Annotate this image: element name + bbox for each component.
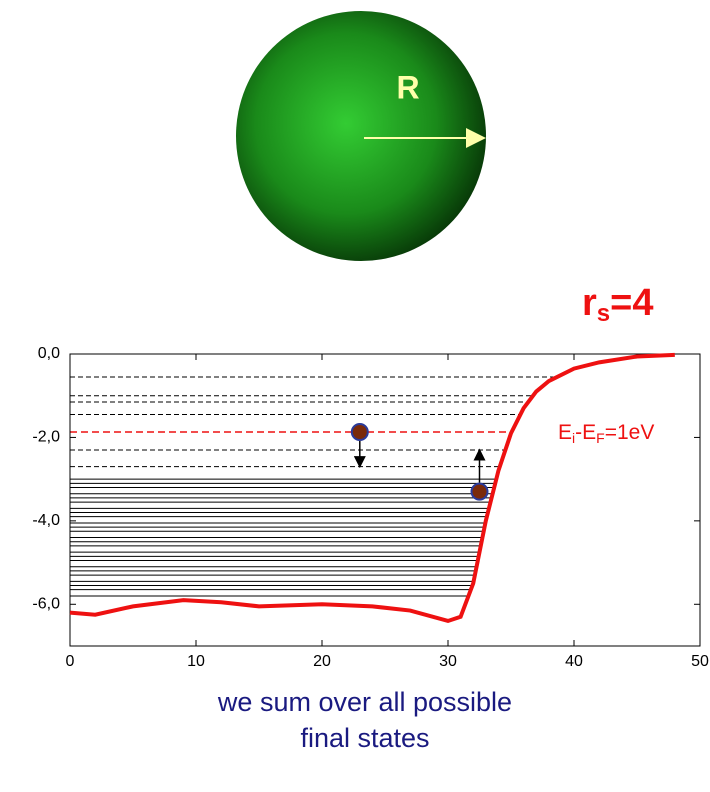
- y-tick-label: 0,0: [38, 345, 60, 362]
- level-rest: =1eV: [605, 421, 655, 444]
- level-label: Ei-EF=1eV: [558, 421, 654, 446]
- sphere: [236, 11, 486, 261]
- y-tick-label: -6,0: [32, 596, 60, 613]
- electron: [350, 423, 369, 442]
- x-tick-label: 20: [313, 653, 331, 670]
- level-a: E: [558, 421, 572, 444]
- caption: final states: [300, 723, 429, 753]
- sphere-label: R: [396, 69, 419, 105]
- x-tick-label: 40: [565, 653, 583, 670]
- level-b-sub: F: [596, 430, 605, 446]
- plot-frame: [69, 353, 701, 647]
- caption: we sum over all possible: [217, 687, 512, 717]
- potential-curve: [69, 352, 675, 624]
- x-tick-label: 50: [691, 653, 709, 670]
- y-tick-label: -4,0: [32, 512, 60, 529]
- y-tick-label: -2,0: [32, 429, 60, 446]
- electron: [470, 482, 489, 501]
- rs-label: rs=4: [582, 282, 653, 327]
- x-tick-label: 0: [66, 653, 75, 670]
- level-mid: -E: [575, 421, 596, 444]
- x-tick-label: 10: [187, 653, 205, 670]
- rs-sub: s: [597, 300, 610, 327]
- level-a-sub: i: [572, 430, 575, 446]
- rs-main: r: [582, 282, 597, 324]
- x-tick-label: 30: [439, 653, 457, 670]
- rs-rest: =4: [610, 282, 653, 324]
